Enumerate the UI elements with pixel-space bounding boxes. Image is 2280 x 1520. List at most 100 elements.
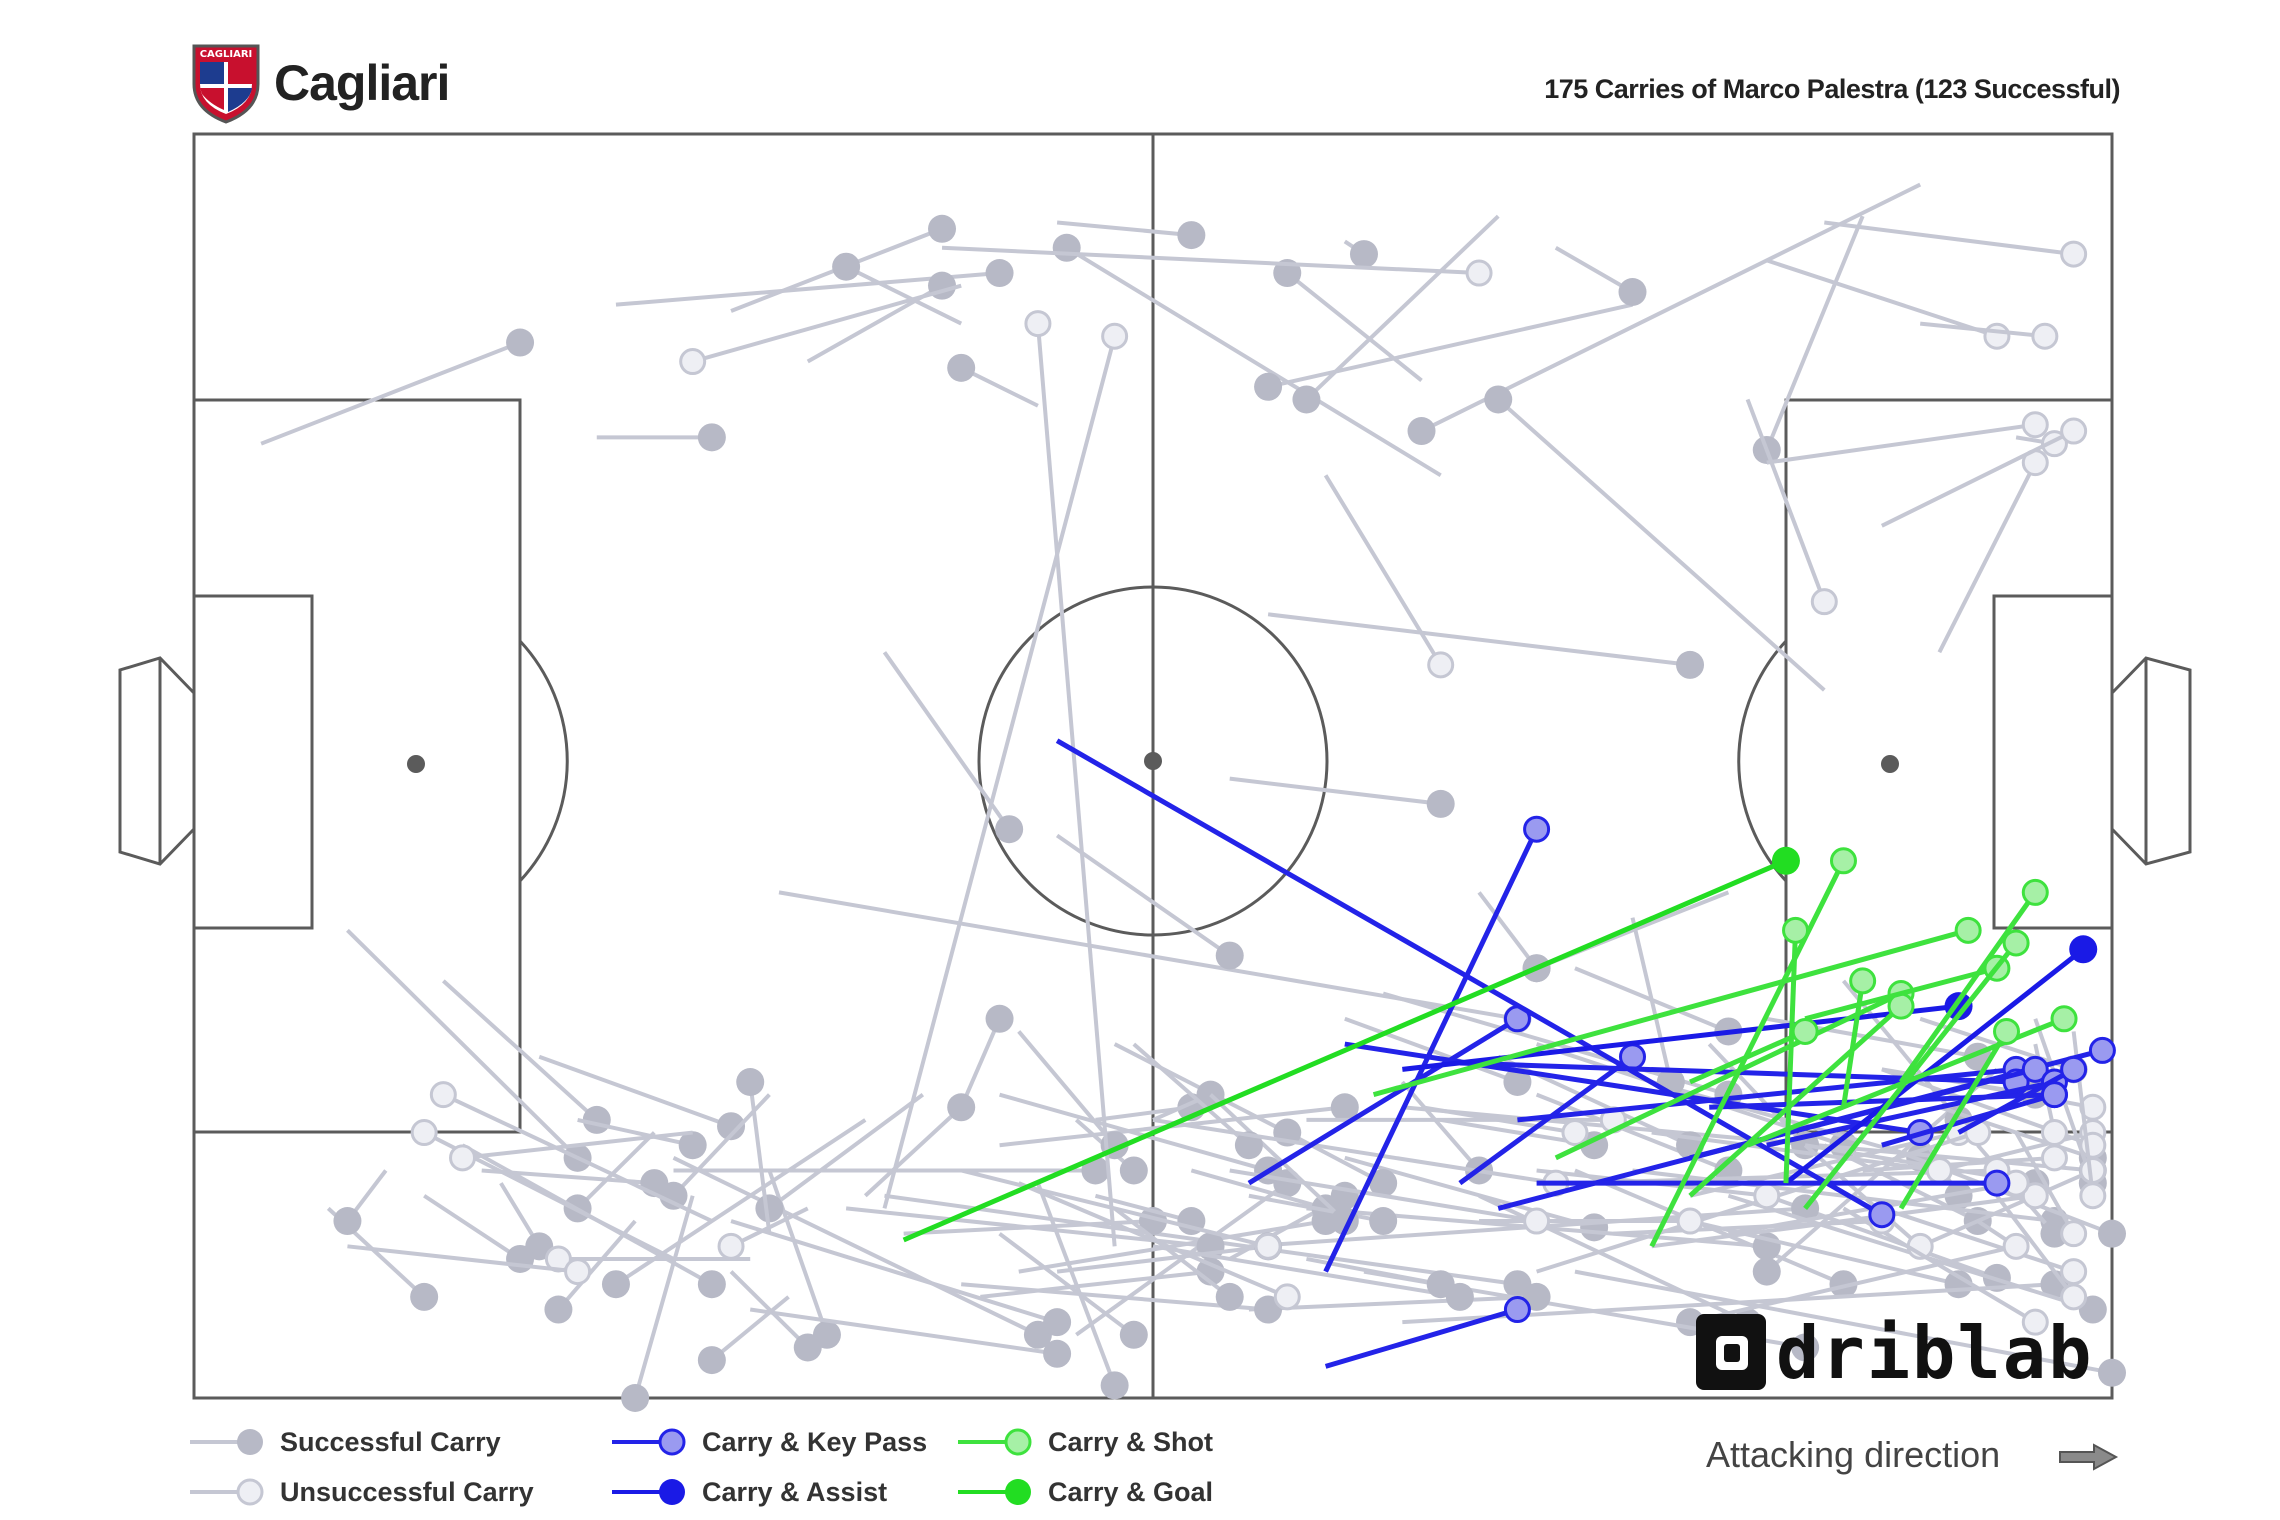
- key-pass-carry-end-marker: [1983, 1169, 2011, 1197]
- unsuccessful-carry-end-marker: [2021, 411, 2049, 439]
- unsuccessful-carry-line: [1919, 321, 2046, 339]
- shot-carry-line: [1649, 859, 1846, 1248]
- successful-carry-end-marker: [1292, 385, 1321, 414]
- unsuccessful-carry-line: [1862, 1155, 2055, 1173]
- legend-shot-label: Carry & Shot: [1048, 1426, 1214, 1457]
- successful-carry-end-marker: [1407, 417, 1436, 446]
- unsuccessful-carry-end-marker: [2040, 1119, 2068, 1147]
- successful-carry-line: [576, 1131, 656, 1210]
- unsuccessful-carry-line: [1745, 398, 1827, 603]
- driblab-logo-icon: [1696, 1314, 1766, 1390]
- legend-unsuccessful-icon: [190, 1478, 264, 1506]
- successful-carry-end-marker: [506, 328, 535, 357]
- arrow-right-icon: [2059, 1443, 2119, 1471]
- successful-carry-line: [730, 1219, 1058, 1325]
- successful-carry-end-marker: [1254, 372, 1283, 401]
- unsuccessful-carry-line: [1323, 474, 1443, 666]
- successful-carry-line: [980, 1269, 1211, 1299]
- goal-carry-end-marker: [1771, 846, 1800, 875]
- assist-carry-end-marker: [2069, 935, 2098, 964]
- crest-label: CAGLIARI: [200, 49, 253, 60]
- successful-carry-line: [729, 1270, 810, 1349]
- unsuccessful-carry-end-marker: [2040, 1144, 2068, 1172]
- unsuccessful-carry-end-marker: [1273, 1283, 1301, 1311]
- successful-carry-end-marker: [697, 1346, 726, 1375]
- successful-carry-end-marker: [621, 1384, 650, 1412]
- unsuccessful-carry-line: [1035, 323, 1117, 1247]
- successful-carry-line: [672, 1156, 1039, 1337]
- unsuccessful-carry-end-marker: [410, 1119, 438, 1147]
- cagliari-crest-icon: CAGLIARI: [192, 44, 260, 124]
- successful-carry-line: [998, 1232, 1136, 1337]
- left-penalty-arc: [518, 639, 569, 883]
- unsuccessful-carry-end-marker: [1523, 1207, 1551, 1235]
- successful-carry-end-marker: [544, 1295, 573, 1324]
- successful-carry-line: [1055, 833, 1231, 958]
- assist-carry-line: [1784, 947, 2085, 1186]
- key-pass-carry-line: [1766, 1079, 2055, 1148]
- successful-carry-end-marker: [2040, 1219, 2069, 1248]
- shot-carry-line: [1689, 1029, 1807, 1085]
- successful-carry-end-marker: [995, 815, 1024, 844]
- successful-carry-end-marker: [928, 214, 957, 243]
- successful-carry-end-marker: [333, 1207, 362, 1236]
- legend-unsuccessful: Unsuccessful Carry: [190, 1472, 534, 1512]
- successful-carry-end-marker: [1369, 1169, 1398, 1198]
- successful-carry-end-marker: [1676, 650, 1705, 679]
- successful-carry-line: [1267, 302, 1633, 389]
- unsuccessful-carry-end-marker: [2021, 1308, 2049, 1336]
- shot-carry-line: [1688, 1004, 1903, 1198]
- successful-carry-line: [748, 1081, 772, 1234]
- successful-carry-end-marker: [1426, 789, 1455, 818]
- shot-carry-end-marker: [1849, 967, 1877, 995]
- shot-carry-series: [1372, 847, 2078, 1248]
- unsuccessful-carry-end-marker: [2060, 1258, 2088, 1286]
- right-penalty-spot: [1881, 755, 1899, 773]
- unsuccessful-carry-line: [1824, 220, 2074, 257]
- legend-shot: Carry & Shot: [958, 1422, 1213, 1462]
- successful-carry-line: [1190, 1168, 1327, 1211]
- successful-carry-line: [1248, 1193, 1384, 1224]
- successful-carry-end-marker: [717, 1112, 746, 1141]
- key-pass-carry-line: [1881, 1092, 2056, 1148]
- successful-carry-line: [767, 1169, 829, 1336]
- key-pass-carry-series: [1055, 738, 2116, 1369]
- successful-carry-line: [1477, 891, 1539, 970]
- key-pass-carry-end-marker: [2088, 1036, 2116, 1064]
- unsuccessful-carry-end-marker: [1254, 1232, 1282, 1260]
- unsuccessful-carry-line: [1995, 1194, 2076, 1299]
- shot-carry-end-marker: [2021, 878, 2049, 906]
- legend-successful: Successful Carry: [190, 1422, 501, 1462]
- unsuccessful-carry-end-marker: [1810, 588, 1838, 616]
- successful-carry-line: [1286, 271, 1423, 383]
- successful-carry-end-marker: [1177, 221, 1206, 250]
- successful-carry-end-marker: [1100, 1371, 1129, 1400]
- unsuccessful-carry-end-marker: [564, 1258, 592, 1286]
- unsuccessful-carry-end-marker: [1753, 1182, 1781, 1210]
- shot-carry-line: [1898, 890, 2038, 1084]
- successful-carry-line: [960, 366, 1039, 408]
- shot-carry-end-marker: [2050, 1005, 2078, 1033]
- successful-carry-line: [1152, 1244, 1461, 1299]
- left-penalty-area: [192, 398, 522, 1134]
- unsuccessful-carry-line: [1017, 1181, 1289, 1299]
- successful-carry-end-marker: [1215, 941, 1244, 970]
- unsuccessful-carry-end-marker: [2079, 1182, 2107, 1210]
- shot-carry-line: [1554, 991, 1903, 1161]
- key-pass-carry-line: [1247, 1016, 1519, 1186]
- shot-carry-line: [1783, 930, 1799, 1184]
- legend-unsuccessful-label: Unsuccessful Carry: [280, 1476, 534, 1507]
- unsuccessful-carry-line: [1937, 461, 2038, 654]
- successful-carry-end-marker: [1484, 385, 1513, 414]
- unsuccessful-carry-line: [1881, 1206, 2075, 1274]
- legend-goal: Carry & Goal: [958, 1472, 1213, 1512]
- unsuccessful-carry-line: [1766, 258, 1998, 339]
- successful-carry-line: [1056, 220, 1192, 238]
- attacking-direction-label: Attacking direction: [1706, 1434, 2001, 1475]
- successful-carry-end-marker: [1119, 1320, 1148, 1349]
- chart-title: 175 Carries of Marco Palestra (123 Succe…: [1544, 74, 2120, 104]
- successful-carry-line: [1056, 1244, 1269, 1274]
- successful-carry-end-marker: [506, 1244, 535, 1273]
- unsuccessful-carry-end-marker: [679, 348, 707, 376]
- successful-carry-line: [1209, 1093, 1347, 1223]
